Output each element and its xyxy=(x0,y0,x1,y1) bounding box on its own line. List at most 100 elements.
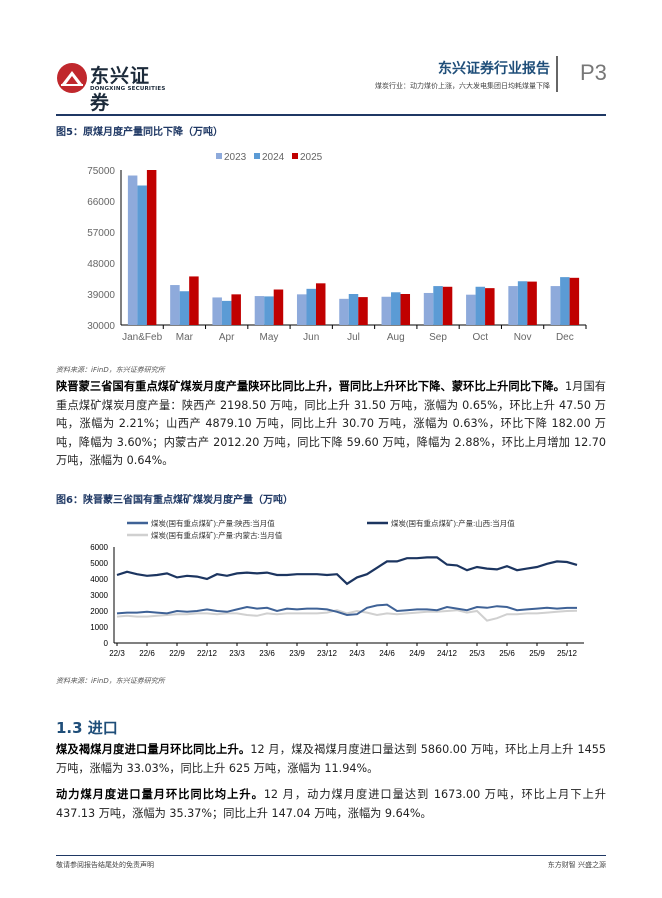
y-tick-label: 5000 xyxy=(90,559,108,568)
x-tick-label: Dec xyxy=(556,332,574,343)
y-tick-label: 6000 xyxy=(90,543,108,552)
x-tick-label: 23/12 xyxy=(317,649,338,658)
x-tick-label: Apr xyxy=(219,332,235,343)
y-tick-label: 57000 xyxy=(87,228,115,239)
x-tick-label: Jan&Feb xyxy=(122,332,162,343)
bar-2024 xyxy=(348,294,359,325)
paragraph-production: 陕晋蒙三省国有重点煤矿煤炭月度产量陕环比同比上升，晋同比上升环比下降、蒙环比上升… xyxy=(56,378,606,471)
report-subtitle: 煤炭行业：动力煤价上涨，六大发电集团日均耗煤量下降 xyxy=(375,82,550,90)
header-rule xyxy=(56,114,606,116)
x-tick-label: Nov xyxy=(514,332,532,343)
bar-2024 xyxy=(179,291,190,325)
footer-disclaimer: 敬请参阅报告结尾处的免责声明 xyxy=(56,861,154,869)
paragraph-body: 12 月，动力煤月度进口量达到 1673.00 万吨，环比上月下上升 437.1… xyxy=(56,788,606,820)
x-tick-label: 22/12 xyxy=(197,649,218,658)
logo-cn: 东兴证券 xyxy=(90,65,151,114)
bar-2024 xyxy=(221,300,232,325)
bar-2023 xyxy=(381,296,392,325)
figure6-title: 图6：陕晋蒙三省国有重点煤矿煤炭月度产量（万吨） xyxy=(56,495,293,506)
bar-2024 xyxy=(517,281,528,325)
bar-2024 xyxy=(391,292,401,325)
bar-2023 xyxy=(170,285,180,325)
paragraph-body: 1月国有重点煤矿煤炭月度产量：陕西产 2198.50 万吨，同比上升 31.50… xyxy=(56,380,606,468)
bar-2023 xyxy=(339,298,349,325)
bar-2023 xyxy=(212,297,222,325)
y-tick-label: 39000 xyxy=(87,290,115,301)
footer-slogan: 东方财智 兴盛之源 xyxy=(547,861,606,869)
y-tick-label: 1000 xyxy=(90,623,108,632)
bar-2023 xyxy=(423,292,434,325)
legend-label: 煤炭(国有重点煤矿):产量:内蒙古:当月值 xyxy=(151,530,283,540)
x-tick-label: Aug xyxy=(387,332,405,343)
bar-2023 xyxy=(254,296,265,325)
bar-2025 xyxy=(189,276,199,325)
paragraph-lead: 动力煤月度进口量月环比同比均上升。 xyxy=(56,788,264,801)
figure5-bar-chart: 30000 39000 48000 57000 66000 75000 Jan&Feb Mar… xyxy=(87,152,587,343)
x-tick-label: 25/12 xyxy=(557,649,578,658)
legend-swatch-2024 xyxy=(254,153,260,159)
y-tick-label: 30000 xyxy=(87,321,115,332)
bar-2025 xyxy=(315,283,326,325)
x-tick-label: 25/3 xyxy=(469,649,485,658)
legend-label: 煤炭(国有重点煤矿):产量:山西:当月值 xyxy=(391,518,515,528)
bar-2023 xyxy=(296,294,307,325)
figure5-source: 资料来源：iFinD，东兴证券研究所 xyxy=(56,366,165,374)
logo-emblem-icon xyxy=(57,63,87,93)
legend-label: 煤炭(国有重点煤矿):产量:陕西:当月值 xyxy=(151,518,275,528)
bar-2025 xyxy=(569,277,580,325)
bar-2024 xyxy=(264,296,274,325)
y-tick-label: 4000 xyxy=(90,575,108,584)
paragraph-lead: 煤及褐煤月度进口量月环比同比上升。 xyxy=(56,743,251,756)
x-tick-label: 22/3 xyxy=(109,649,125,658)
legend-swatch-2025 xyxy=(292,153,298,159)
y-tick-label: 2000 xyxy=(90,607,108,616)
x-tick-label: 23/3 xyxy=(229,649,245,658)
line-series xyxy=(116,556,578,586)
legend-label: 2023 xyxy=(224,152,247,163)
figure6-line-chart: 0 1000 2000 3000 4000 5000 6000 22/3 22/6 22/9 22/… xyxy=(90,518,584,658)
bar-2023 xyxy=(550,286,561,325)
logo-en: DONGXING SECURITIES xyxy=(90,86,166,92)
legend-label: 2024 xyxy=(262,152,285,163)
bar-2024 xyxy=(433,286,443,325)
x-tick-label: 23/6 xyxy=(259,649,275,658)
x-tick-label: 22/6 xyxy=(139,649,155,658)
paragraph-body: 12 月，煤及褐煤月度进口量达到 5860.00 万吨，环比上月上升 1455 … xyxy=(56,743,606,775)
figure5-title: 图5：原煤月度产量同比下降（万吨） xyxy=(56,127,223,138)
paragraph-coal-import: 煤及褐煤月度进口量月环比同比上升。12 月，煤及褐煤月度进口量达到 5860.0… xyxy=(56,741,606,778)
bar-2024 xyxy=(475,286,486,325)
section-heading: 1.3 进口 xyxy=(56,719,118,737)
paragraph-thermal-import: 动力煤月度进口量月环比同比均上升。12 月，动力煤月度进口量达到 1673.00… xyxy=(56,786,606,823)
line-series xyxy=(116,603,577,617)
y-tick-label: 48000 xyxy=(87,259,115,270)
x-tick-label: 24/9 xyxy=(409,649,425,658)
x-tick-label: 25/9 xyxy=(529,649,545,658)
line-series xyxy=(116,609,578,622)
bar-2023 xyxy=(466,294,476,325)
x-tick-label: 24/3 xyxy=(349,649,365,658)
bar-2025 xyxy=(358,297,368,325)
legend-label: 2025 xyxy=(300,152,323,163)
legend-swatch-2023 xyxy=(216,153,222,159)
x-tick-label: Jun xyxy=(303,332,319,343)
bar-2024 xyxy=(137,185,147,325)
x-tick-label: Oct xyxy=(473,332,489,343)
y-tick-label: 3000 xyxy=(90,591,108,600)
bar-2024 xyxy=(306,288,316,325)
y-tick-label: 0 xyxy=(104,639,109,648)
x-tick-label: 24/12 xyxy=(437,649,458,658)
paragraph-lead: 陕晋蒙三省国有重点煤矿煤炭月度产量陕环比同比上升，晋同比上升环比下降、蒙环比上升… xyxy=(56,380,565,393)
y-tick-label: 75000 xyxy=(87,166,115,177)
bar-2025 xyxy=(400,294,411,325)
x-tick-label: 24/6 xyxy=(379,649,395,658)
x-tick-label: Jul xyxy=(347,332,360,343)
bar-2025 xyxy=(485,288,495,325)
x-tick-label: Sep xyxy=(429,332,447,343)
bar-2025 xyxy=(273,289,284,325)
bar-2025 xyxy=(231,294,241,325)
x-tick-label: Mar xyxy=(176,332,194,343)
bar-2024 xyxy=(560,277,570,325)
header-divider xyxy=(556,56,558,92)
y-tick-label: 66000 xyxy=(87,197,115,208)
x-tick-label: May xyxy=(260,332,279,343)
